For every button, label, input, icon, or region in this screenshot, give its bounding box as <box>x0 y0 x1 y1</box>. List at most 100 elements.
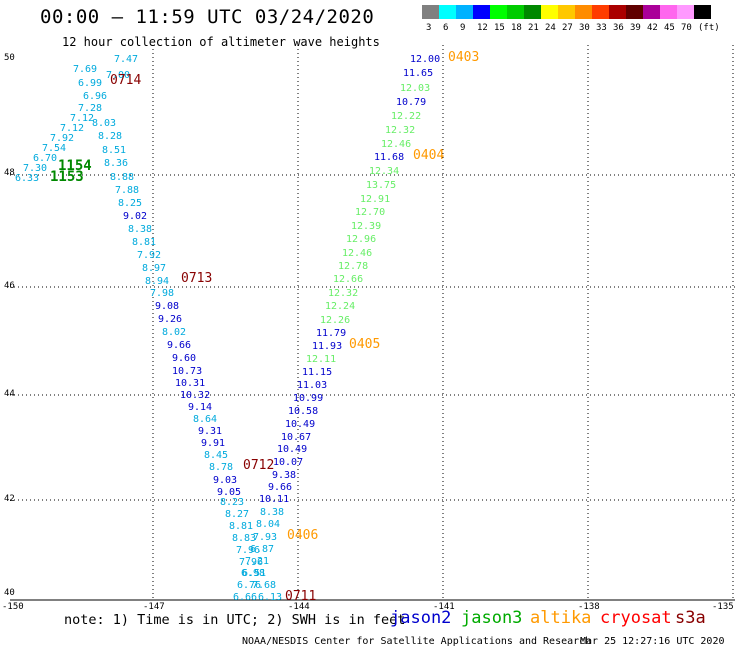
track-label-0711: 0711 <box>285 589 317 604</box>
legend-swatch <box>473 5 490 19</box>
legend-swatch <box>626 5 643 19</box>
swh-label: 7.68 <box>252 580 276 591</box>
legend-jason3: jason3 <box>461 608 523 628</box>
legend-swatch <box>490 5 507 19</box>
swh-label: 12.03 <box>400 83 430 94</box>
legend-swatch <box>456 5 473 19</box>
swh-label: 9.03 <box>213 475 237 486</box>
swh-label: 7.00 <box>106 70 130 81</box>
legend-label: 24 <box>545 23 556 33</box>
swh-label: 7.92 <box>50 133 74 144</box>
legend-swatch <box>524 5 541 19</box>
swh-label: 10.32 <box>180 390 210 401</box>
swh-label: 8.81 <box>229 521 253 532</box>
swh-label: 6.13 <box>258 592 282 603</box>
swh-label: 12.32 <box>385 125 415 136</box>
legend-s3a: s3a <box>675 608 706 628</box>
track-label-1153: 1153 <box>50 169 84 185</box>
track-label-0712: 0712 <box>243 458 275 473</box>
swh-label: 9.05 <box>217 487 241 498</box>
swh-label: 9.31 <box>198 426 222 437</box>
legend-label: 18 <box>511 23 522 33</box>
swh-label: 8.64 <box>193 414 217 425</box>
swh-label: 12.24 <box>325 301 355 312</box>
lat-label-48: 48 <box>4 168 15 178</box>
swh-label: 12.46 <box>381 139 411 150</box>
lon-label-138: -138 <box>578 602 600 612</box>
swh-label: 9.14 <box>188 402 212 413</box>
legend-swatch <box>541 5 558 19</box>
legend-label: 3 <box>426 23 432 33</box>
legend-jason2: jason2 <box>390 608 452 628</box>
lon-label-144: -144 <box>288 602 310 612</box>
swh-label: 8.02 <box>162 327 186 338</box>
legend-label: 27 <box>562 23 573 33</box>
swh-label: 12.78 <box>338 261 368 272</box>
swh-label: 12.39 <box>351 221 381 232</box>
legend-label: 9 <box>460 23 466 33</box>
swh-label: 13.75 <box>366 180 396 191</box>
legend-cryosat: cryosat <box>600 608 672 628</box>
lon-label-135: -135 <box>712 602 734 612</box>
credit-text: NOAA/NESDIS Center for Satellite Applica… <box>242 636 592 647</box>
swh-label: 7.98 <box>150 288 174 299</box>
legend-label: 12 <box>477 23 488 33</box>
track-label-0405: 0405 <box>349 337 381 352</box>
swh-label: 9.08 <box>155 301 179 312</box>
lon-label-147: -147 <box>143 602 165 612</box>
swh-label: 6.51 <box>242 568 266 579</box>
lon-label-141: -141 <box>433 602 455 612</box>
legend-swatch <box>558 5 575 19</box>
swh-label: 10.49 <box>277 444 307 455</box>
swh-label: 7.54 <box>42 143 66 154</box>
grid-lines <box>10 45 735 600</box>
swh-label: 9.60 <box>172 353 196 364</box>
legend-label: (ft) <box>698 23 720 33</box>
swh-label: 8.36 <box>104 158 128 169</box>
swh-label: 11.15 <box>302 367 332 378</box>
swh-label: 10.11 <box>259 494 289 505</box>
swh-label: 10.49 <box>285 419 315 430</box>
swh-label: 8.25 <box>118 198 142 209</box>
swh-label: 8.81 <box>132 237 156 248</box>
track-label-0713: 0713 <box>181 271 213 286</box>
swh-label: 6.33 <box>15 173 39 184</box>
swh-label: 11.03 <box>297 380 327 391</box>
swh-label: 9.66 <box>268 482 292 493</box>
swh-label: 8.03 <box>92 118 116 129</box>
swh-label: 7.12 <box>70 113 94 124</box>
swh-label: 8.88 <box>110 172 134 183</box>
swh-label: 12.32 <box>328 288 358 299</box>
lat-label-40: 40 <box>4 588 15 598</box>
legend-swatch <box>422 5 439 19</box>
color-legend <box>422 5 711 19</box>
track-label-0714: 0714 <box>110 73 142 88</box>
swh-label: 6.87 <box>250 544 274 555</box>
legend-altika: altika <box>530 608 592 628</box>
swh-label: 12.91 <box>360 194 390 205</box>
swh-label: 12.34 <box>369 166 399 177</box>
swh-label: 8.83 <box>232 533 256 544</box>
track-jason-right: 12.00 11.65 12.03 10.79 12.22 12.32 12.4… <box>242 54 440 591</box>
swh-label: 8.27 <box>225 509 249 520</box>
legend-swatch <box>643 5 660 19</box>
legend-label: 42 <box>647 23 658 33</box>
swh-label: 8.23 <box>220 497 244 508</box>
swh-label: 8.45 <box>204 450 228 461</box>
swh-label: 10.31 <box>175 378 205 389</box>
swh-label: 8.38 <box>260 507 284 518</box>
footer-note: note: 1) Time is in UTC; 2) SWH is in fe… <box>64 612 406 628</box>
legend-label: 6 <box>443 23 449 33</box>
page-title: 00:00 — 11:59 UTC 03/24/2020 <box>40 6 375 28</box>
swh-label: 12.22 <box>391 111 421 122</box>
swh-label: 12.96 <box>346 234 376 245</box>
swh-label: 7.47 <box>114 54 138 65</box>
swh-label: 7.28 <box>78 103 102 114</box>
swh-label: 8.94 <box>145 276 169 287</box>
swh-label: 8.51 <box>102 145 126 156</box>
track-label-1154: 1154 <box>58 158 92 174</box>
swh-label: 10.67 <box>281 432 311 443</box>
swh-label: 6.70 <box>33 153 57 164</box>
swh-label: 7.30 <box>23 163 47 174</box>
